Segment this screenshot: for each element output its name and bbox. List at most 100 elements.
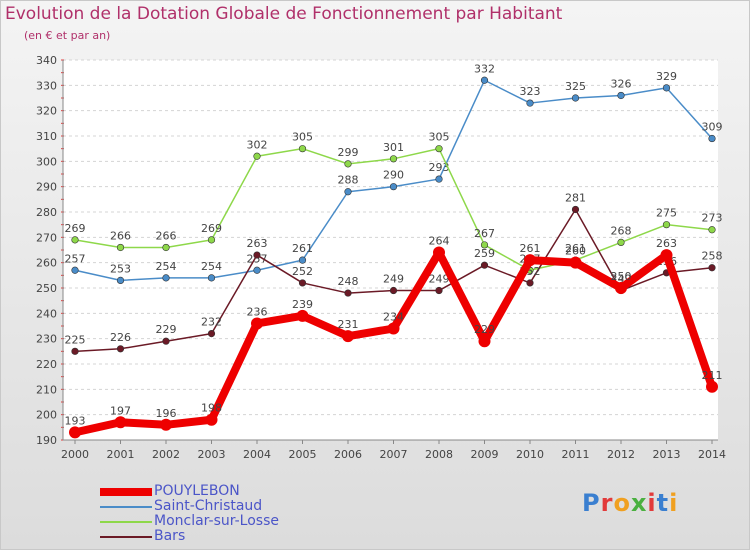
y-tick-label: 300 (36, 155, 57, 168)
data-label: 329 (656, 70, 677, 83)
legend-label: POUYLEBON (154, 483, 240, 499)
logo-letter: t (656, 489, 670, 517)
logo-letter: o (613, 489, 631, 517)
y-tick-label: 340 (36, 54, 57, 67)
data-label: 236 (247, 305, 268, 318)
data-point (296, 309, 309, 322)
data-point (298, 145, 307, 153)
data-label: 196 (156, 407, 177, 420)
data-label: 261 (292, 242, 313, 255)
data-label: 211 (702, 369, 723, 382)
data-label: 254 (156, 260, 177, 273)
data-label: 263 (656, 237, 677, 250)
data-label: 252 (292, 265, 313, 278)
data-label: 332 (474, 62, 495, 75)
data-label: 326 (611, 77, 632, 90)
data-point (662, 84, 671, 92)
y-tick-label: 190 (36, 434, 57, 447)
data-point (433, 246, 445, 259)
x-tick-label: 2004 (243, 448, 271, 461)
data-label: 302 (247, 138, 268, 151)
y-tick-label: 280 (36, 206, 57, 219)
data-point (207, 236, 216, 244)
data-point (71, 347, 79, 355)
data-point (389, 286, 398, 295)
data-label: 239 (292, 298, 313, 311)
data-label: 259 (474, 247, 495, 260)
proxiti-logo: Proxiti (582, 489, 678, 517)
data-point (480, 76, 489, 84)
data-point (298, 256, 307, 264)
data-point (162, 337, 170, 345)
data-point (253, 152, 261, 160)
data-point (708, 134, 716, 143)
data-point (162, 274, 170, 282)
data-label: 309 (702, 121, 723, 134)
x-tick-label: 2013 (653, 448, 681, 461)
y-tick-label: 270 (36, 231, 57, 244)
data-point (114, 416, 127, 429)
data-point (617, 238, 625, 246)
data-point (660, 249, 673, 262)
y-tick-label: 320 (36, 105, 57, 118)
data-label: 198 (201, 402, 222, 415)
data-label: 254 (201, 260, 222, 273)
data-label: 323 (520, 85, 541, 98)
data-label: 226 (110, 331, 131, 344)
data-label: 197 (110, 404, 131, 417)
legend-swatch (100, 488, 152, 496)
y-tick-label: 210 (36, 383, 57, 396)
data-label: 232 (201, 316, 222, 329)
data-point (387, 322, 400, 335)
x-tick-label: 2009 (471, 448, 499, 461)
data-label: 293 (429, 161, 450, 174)
data-label: 249 (429, 273, 450, 286)
data-label: 299 (338, 146, 359, 159)
x-tick-label: 2005 (289, 448, 317, 461)
data-label: 273 (702, 212, 723, 225)
logo-letter: i (669, 489, 679, 517)
logo-letter: i (647, 489, 657, 517)
y-tick-label: 250 (36, 282, 57, 295)
data-point (524, 254, 536, 267)
data-point (389, 155, 398, 163)
data-label: 266 (156, 229, 177, 242)
data-point (116, 276, 125, 285)
data-point (342, 330, 354, 343)
legend-swatch (100, 506, 152, 508)
data-label: 248 (338, 275, 359, 288)
data-label: 250 (611, 270, 632, 283)
data-label: 249 (383, 273, 404, 286)
data-point (298, 279, 307, 287)
data-point (205, 413, 218, 426)
logo-letter: r (600, 489, 614, 517)
y-tick-label: 220 (36, 358, 57, 371)
data-label: 253 (110, 262, 131, 275)
data-label: 261 (520, 242, 541, 255)
data-label: 257 (65, 252, 86, 265)
x-tick-label: 2011 (562, 448, 590, 461)
data-point (569, 256, 582, 269)
data-label: 264 (429, 235, 450, 248)
data-point (116, 345, 125, 353)
legend-swatch (100, 536, 152, 538)
legend-label: Bars (154, 528, 186, 544)
data-label: 234 (383, 311, 404, 324)
data-point (615, 282, 627, 294)
x-tick-label: 2007 (380, 448, 408, 461)
data-label: 261 (565, 242, 586, 255)
x-tick-label: 2000 (61, 448, 89, 461)
data-point (480, 241, 489, 249)
data-point (478, 335, 491, 348)
data-label: 268 (611, 224, 632, 237)
data-point (617, 91, 625, 100)
data-label: 305 (429, 131, 450, 144)
plot-area (63, 60, 718, 440)
data-label: 260 (565, 245, 586, 258)
data-point (344, 289, 352, 297)
logo-letter: P (582, 489, 601, 517)
series-saint-christaud: 257 253 254 254 257 261 288 290 293 332 323 325 326 3… (65, 62, 723, 285)
data-point (71, 236, 79, 244)
